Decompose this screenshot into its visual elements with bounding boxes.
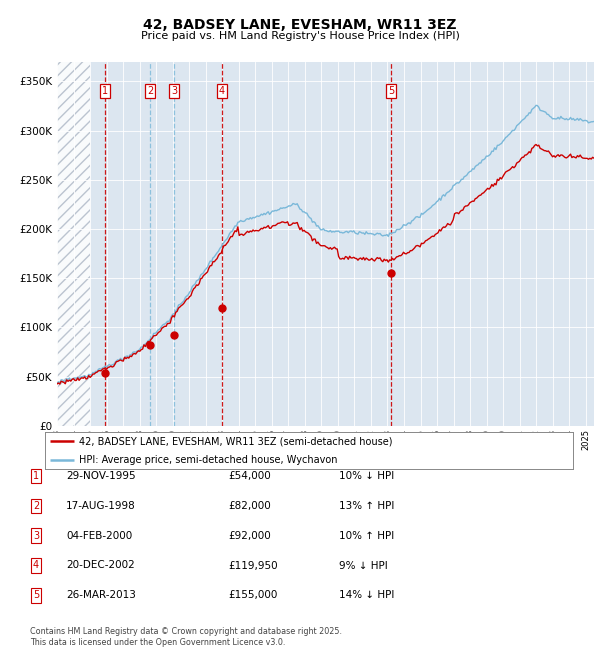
Text: 5: 5: [33, 590, 39, 601]
Text: HPI: Average price, semi-detached house, Wychavon: HPI: Average price, semi-detached house,…: [79, 455, 338, 465]
Text: Price paid vs. HM Land Registry's House Price Index (HPI): Price paid vs. HM Land Registry's House …: [140, 31, 460, 42]
Text: 4: 4: [33, 560, 39, 571]
Text: 42, BADSEY LANE, EVESHAM, WR11 3EZ (semi-detached house): 42, BADSEY LANE, EVESHAM, WR11 3EZ (semi…: [79, 436, 393, 446]
Text: 14% ↓ HPI: 14% ↓ HPI: [339, 590, 394, 601]
Text: 04-FEB-2000: 04-FEB-2000: [66, 530, 132, 541]
Text: 1: 1: [33, 471, 39, 481]
Text: 5: 5: [388, 86, 394, 96]
Text: £119,950: £119,950: [228, 560, 278, 571]
Text: £155,000: £155,000: [228, 590, 277, 601]
Text: £92,000: £92,000: [228, 530, 271, 541]
Text: 29-NOV-1995: 29-NOV-1995: [66, 471, 136, 481]
Text: 4: 4: [218, 86, 225, 96]
Text: 3: 3: [33, 530, 39, 541]
Text: 9% ↓ HPI: 9% ↓ HPI: [339, 560, 388, 571]
Text: 26-MAR-2013: 26-MAR-2013: [66, 590, 136, 601]
Text: 13% ↑ HPI: 13% ↑ HPI: [339, 500, 394, 511]
Text: £54,000: £54,000: [228, 471, 271, 481]
Text: 20-DEC-2002: 20-DEC-2002: [66, 560, 135, 571]
Text: 17-AUG-1998: 17-AUG-1998: [66, 500, 136, 511]
Text: 2: 2: [33, 500, 39, 511]
Text: £82,000: £82,000: [228, 500, 271, 511]
Text: 3: 3: [171, 86, 177, 96]
Text: Contains HM Land Registry data © Crown copyright and database right 2025.
This d: Contains HM Land Registry data © Crown c…: [30, 627, 342, 647]
Bar: [57, 62, 90, 426]
Text: 10% ↓ HPI: 10% ↓ HPI: [339, 471, 394, 481]
Text: 10% ↑ HPI: 10% ↑ HPI: [339, 530, 394, 541]
Text: 1: 1: [102, 86, 108, 96]
Text: 42, BADSEY LANE, EVESHAM, WR11 3EZ: 42, BADSEY LANE, EVESHAM, WR11 3EZ: [143, 18, 457, 32]
Text: 2: 2: [147, 86, 153, 96]
